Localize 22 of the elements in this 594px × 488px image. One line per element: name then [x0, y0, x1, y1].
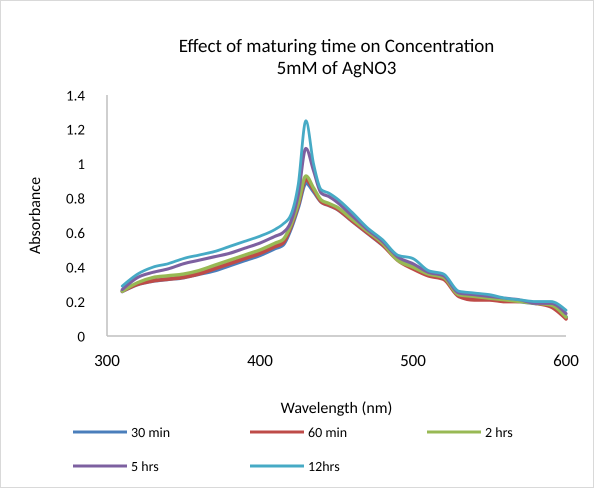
y-tick-label: 1: [77, 156, 85, 174]
x-tick-label: 300: [94, 350, 120, 371]
y-tick-label: 0.2: [66, 294, 85, 312]
y-tick-label: 0.8: [66, 190, 85, 209]
y-axis-title: Absorbance: [26, 176, 45, 254]
chart-title: Effect of maturing time on Concentration: [178, 35, 494, 58]
y-tick-label: 0.6: [66, 224, 86, 243]
x-tick-label: 400: [247, 350, 274, 371]
x-tick-label: 500: [400, 350, 426, 371]
x-axis-title: Wavelength (nm): [280, 399, 392, 418]
y-tick-label: 1.2: [66, 122, 85, 140]
legend-label: 2 hrs: [485, 424, 513, 441]
chart-subtitle: 5mM of AgNO3: [276, 57, 396, 80]
x-tick-label: 600: [553, 350, 580, 371]
legend-label: 60 min: [308, 424, 348, 441]
y-tick-label: 0: [77, 328, 86, 346]
legend-label: 5 hrs: [131, 458, 159, 475]
y-tick-label: 1.4: [66, 87, 86, 106]
line-series: [120, 119, 568, 312]
legend-label: 30 min: [131, 424, 170, 441]
y-tick-label: 0.4: [66, 259, 86, 278]
legend-label: 12hrs: [308, 458, 340, 475]
